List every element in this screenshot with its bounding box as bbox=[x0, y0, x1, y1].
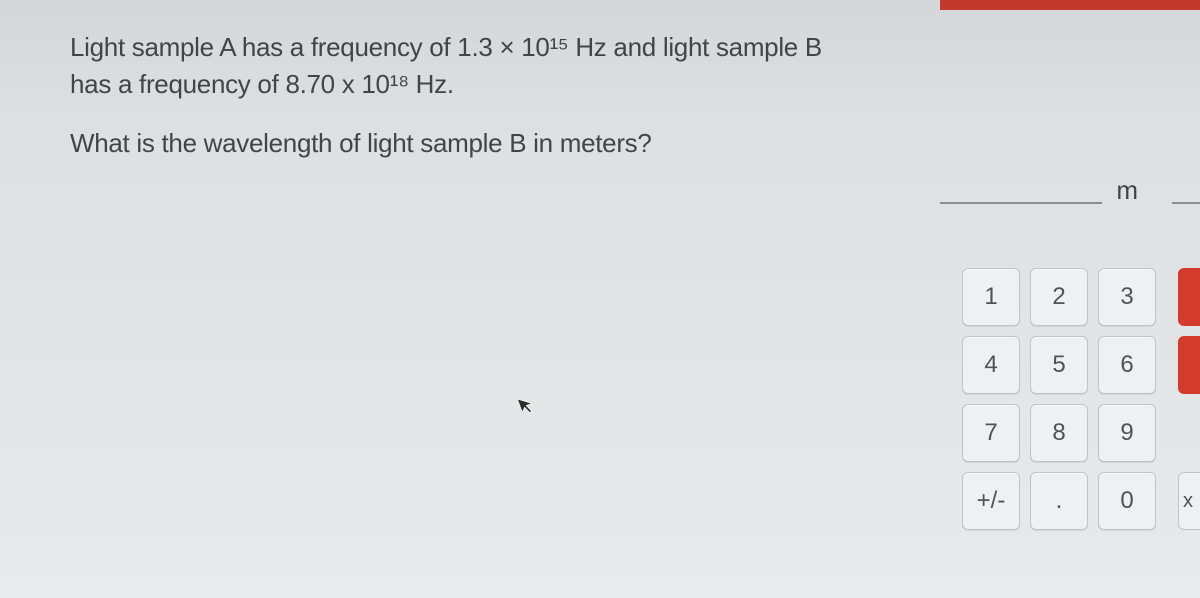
side-spacer bbox=[1178, 404, 1200, 462]
key-exponent[interactable]: x bbox=[1178, 472, 1200, 530]
header-accent-bar bbox=[940, 0, 1200, 10]
question-area: Light sample A has a frequency of 1.3 × … bbox=[0, 0, 1200, 159]
numeric-keypad: 1 2 3 4 5 6 7 8 9 +/- . 0 bbox=[962, 268, 1156, 530]
answer-unit-label: m bbox=[1116, 175, 1158, 206]
answer-input-line[interactable] bbox=[940, 202, 1102, 204]
side-key-red-2[interactable] bbox=[1178, 336, 1200, 394]
answer-input-area: m bbox=[940, 175, 1200, 206]
key-9[interactable]: 9 bbox=[1098, 404, 1156, 462]
side-key-red-1[interactable] bbox=[1178, 268, 1200, 326]
key-2[interactable]: 2 bbox=[1030, 268, 1088, 326]
key-decimal[interactable]: . bbox=[1030, 472, 1088, 530]
key-3[interactable]: 3 bbox=[1098, 268, 1156, 326]
key-5[interactable]: 5 bbox=[1030, 336, 1088, 394]
key-8[interactable]: 8 bbox=[1030, 404, 1088, 462]
question-context-1: Light sample A has a frequency of 1.3 × … bbox=[70, 30, 1140, 65]
cursor-icon bbox=[516, 393, 540, 422]
answer-line-right bbox=[1172, 202, 1200, 204]
key-6[interactable]: 6 bbox=[1098, 336, 1156, 394]
key-7[interactable]: 7 bbox=[962, 404, 1020, 462]
question-prompt: What is the wavelength of light sample B… bbox=[70, 128, 1140, 159]
key-sign-toggle[interactable]: +/- bbox=[962, 472, 1020, 530]
key-1[interactable]: 1 bbox=[962, 268, 1020, 326]
key-0[interactable]: 0 bbox=[1098, 472, 1156, 530]
keypad-side-column: x bbox=[1178, 268, 1200, 530]
question-context-2: has a frequency of 8.70 x 10¹⁸ Hz. bbox=[70, 67, 1140, 102]
key-4[interactable]: 4 bbox=[962, 336, 1020, 394]
